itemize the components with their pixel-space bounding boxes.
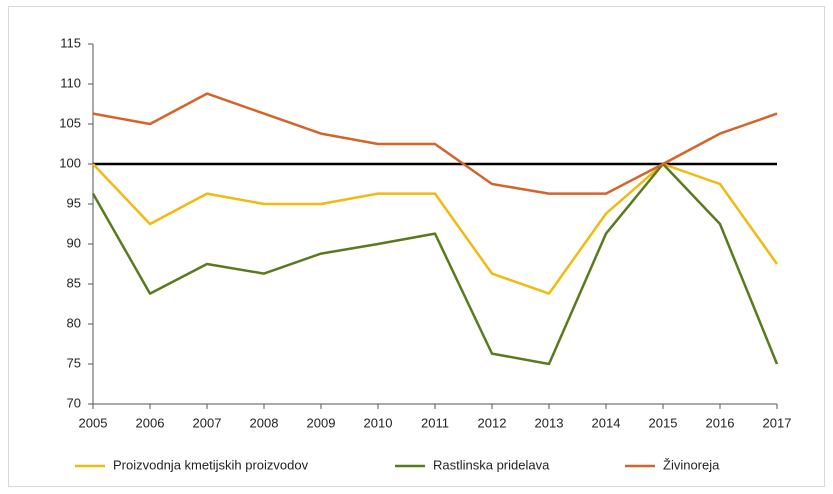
y-tick-label: 70 [67, 395, 81, 410]
x-tick-label: 2005 [79, 415, 108, 430]
legend-label: Rastlinska pridelava [433, 457, 550, 472]
legend-label: Živinoreja [663, 457, 720, 472]
y-tick-label: 80 [67, 315, 81, 330]
x-tick-label: 2010 [364, 415, 393, 430]
frame [8, 6, 825, 487]
y-tick-label: 75 [67, 355, 81, 370]
x-tick-label: 2016 [706, 415, 735, 430]
y-tick-label: 115 [60, 35, 81, 50]
legend-label: Proizvodnja kmetijskih proizvodov [113, 457, 309, 472]
x-tick-label: 2012 [478, 415, 507, 430]
series-line [92, 92, 778, 195]
y-tick-label: 105 [59, 115, 81, 130]
x-tick-label: 2006 [136, 415, 165, 430]
x-tick-label: 2007 [193, 415, 222, 430]
x-tick-label: 2013 [535, 415, 564, 430]
x-tick-label: 2009 [307, 415, 336, 430]
y-tick-label: 85 [67, 275, 81, 290]
x-tick-label: 2015 [649, 415, 678, 430]
y-tick-label: 90 [67, 235, 81, 250]
y-tick-label: 110 [60, 75, 81, 90]
series-line [92, 162, 779, 295]
x-tick-label: 2017 [763, 415, 792, 430]
x-tick-label: 2008 [250, 415, 279, 430]
x-tick-label: 2014 [592, 415, 621, 430]
y-tick-label: 100 [59, 155, 81, 170]
x-tick-label: 2011 [421, 415, 449, 430]
y-tick-label: 95 [67, 195, 81, 210]
